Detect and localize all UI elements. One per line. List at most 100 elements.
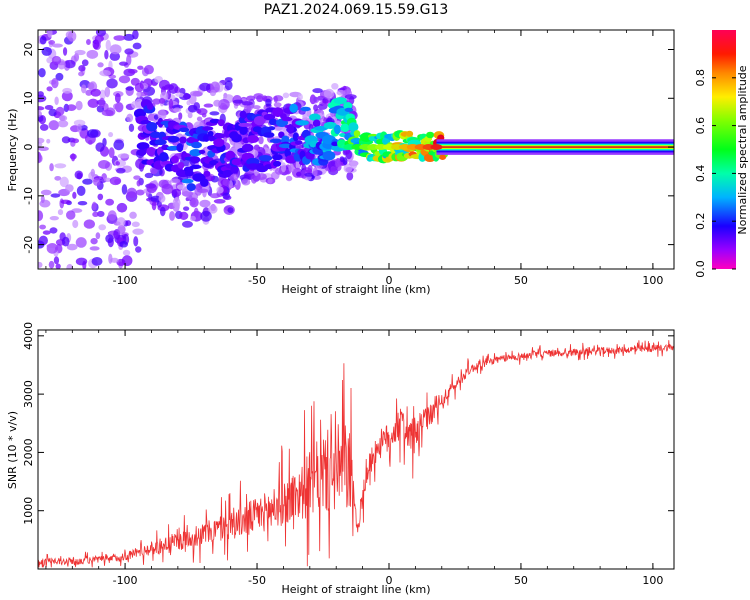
- spectrogram-cell: [230, 165, 239, 174]
- spectrogram-cell: [207, 130, 214, 137]
- spectrogram-cell: [239, 110, 247, 119]
- spectrogram-cell: [190, 90, 202, 97]
- spectrogram-cell: [134, 82, 144, 93]
- spectrogram-cell: [146, 146, 157, 157]
- spectrogram-cell: [187, 104, 198, 113]
- spectrogram-cell: [131, 101, 139, 109]
- spectrogram-cell: [158, 97, 166, 104]
- spectrogram-cell: [78, 65, 86, 72]
- spectrogram-cell: [125, 220, 132, 226]
- spectrogram-cell: [176, 143, 184, 153]
- colorbar-tick-label: 0.6: [694, 117, 707, 135]
- spectrogram-cell: [175, 92, 185, 97]
- snr-y-tick-label: 3000: [22, 380, 35, 408]
- spectrogram-cell: [159, 151, 169, 162]
- spectrogram-cell: [48, 120, 60, 131]
- spectrogram-cell: [90, 237, 98, 245]
- spectrogram-cell: [213, 138, 225, 147]
- spectrogram-cell: [213, 133, 226, 139]
- spectrogram-cell: [292, 132, 299, 142]
- spectrogram-cell: [114, 92, 121, 103]
- spectrogram-cell: [90, 168, 96, 177]
- spectrogram-cell: [132, 228, 144, 235]
- spectrogram-cell: [199, 199, 211, 208]
- spectrogram-cell: [340, 123, 350, 133]
- spectrogram-cell: [353, 130, 361, 138]
- spectrogram-y-tick-label: -20: [22, 236, 35, 254]
- spectrogram-cell: [122, 249, 131, 256]
- spectrogram-cell: [304, 172, 315, 177]
- spectrogram-cell: [135, 246, 142, 253]
- spectrogram-cell: [201, 112, 207, 118]
- spectrogram-cell: [273, 95, 278, 103]
- spectrogram-cell: [300, 106, 311, 112]
- spectrogram-x-tick-label: 50: [514, 274, 528, 287]
- spectrogram-cell: [96, 210, 105, 218]
- spectrogram-cell: [282, 92, 290, 99]
- spectrogram-cell: [181, 178, 194, 184]
- spectrogram-cell: [62, 47, 68, 56]
- spectrogram-cell: [168, 98, 174, 109]
- spectrogram-cell: [151, 201, 157, 211]
- spectrogram-cell: [49, 215, 59, 221]
- spectrogram-cell: [118, 61, 128, 66]
- spectrogram-cell: [339, 132, 346, 138]
- spectrogram-cell: [127, 68, 138, 74]
- spectrogram-cell: [59, 176, 69, 188]
- spectrogram-frame: [37, 29, 675, 270]
- spectrogram-cell: [55, 72, 64, 81]
- colorbar-tick-label: 0.0: [694, 260, 707, 278]
- spectrogram-cell: [121, 255, 133, 267]
- spectrogram-cell: [73, 119, 86, 127]
- spectrogram-cell: [49, 227, 58, 234]
- snr-y-ticks: 1000 2000 3000 4000: [22, 322, 674, 525]
- spectrogram-cell: [41, 46, 53, 56]
- spectrogram-cell: [42, 230, 51, 235]
- spectrogram-cell: [209, 111, 220, 116]
- spectrogram-cell: [89, 246, 100, 251]
- spectrogram-cell: [48, 108, 58, 117]
- spectrogram-cell: [158, 79, 170, 91]
- spectrogram-cell: [78, 71, 85, 77]
- spectrogram-cell: [213, 99, 222, 107]
- spectrogram-cell: [178, 112, 183, 120]
- spectrogram-cell: [105, 234, 114, 244]
- spectrogram-cell: [184, 169, 194, 177]
- spectrogram-cell: [125, 86, 134, 91]
- spectrogram-cell: [182, 153, 192, 158]
- spectrogram-cell: [168, 83, 179, 94]
- spectrogram-cell: [202, 134, 210, 142]
- spectrogram-cell: [288, 164, 295, 173]
- spectrogram-cell: [253, 93, 264, 100]
- spectrogram-cell: [109, 44, 122, 55]
- spectrogram-cell: [98, 224, 107, 231]
- spectrogram-cell: [85, 89, 93, 96]
- spectrogram-cell: [49, 163, 54, 172]
- spectrogram-cell: [61, 136, 71, 144]
- spectrogram-cell: [263, 132, 275, 138]
- spectrogram-cell: [124, 48, 134, 55]
- spectrogram-cell: [119, 241, 129, 248]
- spectrogram-cell: [46, 243, 57, 249]
- spectrogram-cell: [186, 183, 196, 192]
- spectrogram-cell: [65, 184, 74, 193]
- snr-x-axis-label: Height of straight line (km): [281, 583, 430, 596]
- spectrogram-cell: [54, 163, 67, 169]
- spectrogram-cell: [106, 78, 118, 89]
- spectrogram-cell: [267, 178, 273, 184]
- spectrogram-cell: [227, 207, 234, 214]
- spectrogram-cell: [439, 154, 447, 160]
- spectrogram-cell: [40, 189, 52, 196]
- spectrogram-cell: [203, 170, 211, 177]
- spectrogram-cell: [209, 193, 221, 199]
- spectrogram-cell: [331, 82, 339, 90]
- spectrogram-cell: [228, 173, 239, 181]
- spectrogram-cell: [171, 104, 184, 110]
- spectrogram-cell: [426, 131, 435, 139]
- spectrogram-cell: [218, 98, 230, 110]
- spectrogram-cell: [75, 100, 83, 111]
- spectrogram-cell: [179, 127, 190, 133]
- spectrogram-cell: [191, 141, 202, 149]
- spectrogram-cell: [118, 75, 131, 84]
- spectrogram-cell: [322, 150, 336, 161]
